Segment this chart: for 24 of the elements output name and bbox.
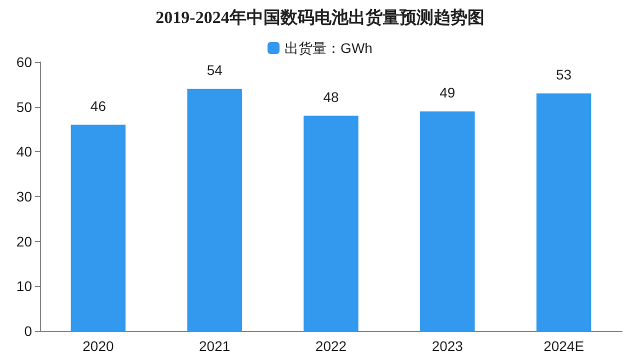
bar (536, 93, 592, 331)
x-tick-label: 2020 (82, 338, 114, 354)
legend-label: 出货量：GWh (284, 40, 372, 56)
data-label: 53 (556, 66, 572, 82)
chart-title: 2019-2024年中国数码电池出货量预测趋势图 (156, 8, 484, 27)
y-tick-label: 30 (16, 188, 32, 204)
data-label: 48 (323, 88, 339, 105)
x-tick-label: 2022 (315, 338, 347, 354)
bar (420, 111, 475, 331)
bar (187, 88, 242, 331)
x-tick-label: 2023 (432, 338, 464, 354)
bar (70, 124, 126, 331)
y-tick-label: 0 (24, 323, 32, 339)
y-tick-label: 10 (16, 278, 32, 294)
y-tick-label: 50 (16, 98, 32, 115)
bar (304, 116, 358, 331)
y-tick-label: 40 (16, 144, 32, 160)
y-tick-label: 20 (16, 233, 32, 250)
x-tick-label: 2024E (544, 338, 584, 354)
data-label: 54 (206, 62, 223, 78)
data-label: 46 (90, 98, 106, 114)
x-tick-label: 2021 (199, 338, 230, 354)
data-label: 49 (440, 84, 456, 100)
y-tick-label: 60 (16, 54, 32, 70)
